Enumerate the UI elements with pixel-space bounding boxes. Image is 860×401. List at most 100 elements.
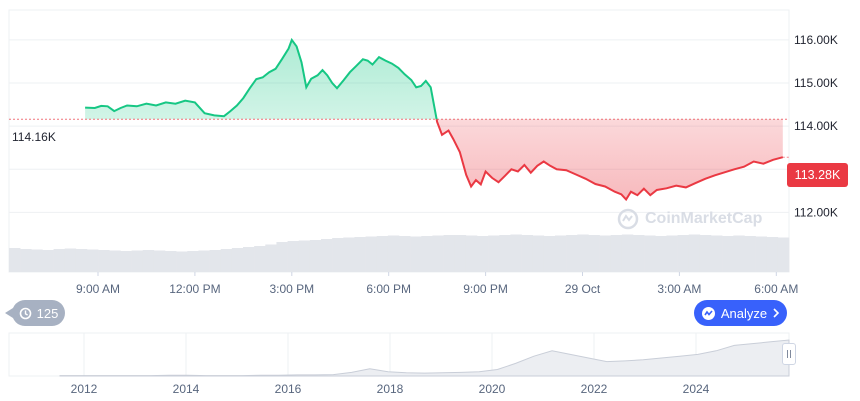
volume-bar — [744, 236, 756, 272]
volume-bar — [510, 234, 522, 272]
volume-bar — [477, 236, 489, 272]
x-tick-label: 3:00 PM — [269, 282, 314, 296]
y-tick-label: 112.00K — [794, 205, 838, 219]
x-tick-label: 6:00 AM — [754, 282, 798, 296]
volume-bar — [153, 250, 166, 272]
volume-bar — [42, 250, 54, 272]
volume-bar — [543, 236, 556, 272]
volume-bar — [755, 236, 768, 272]
volume-bar — [265, 244, 277, 272]
volume-bar — [577, 234, 589, 272]
volume-bar — [64, 248, 77, 272]
volume-bar — [688, 234, 701, 272]
navigator-year-label: 2022 — [581, 382, 608, 396]
volume-bar — [465, 235, 478, 272]
coinmarketcap-logo-icon — [617, 208, 639, 230]
x-tick-label: 3:00 AM — [657, 282, 701, 296]
y-tick-label: 115.00K — [794, 76, 838, 90]
volume-bars — [9, 234, 790, 272]
volume-bar — [733, 235, 745, 272]
volume-bar — [276, 242, 288, 272]
volume-bar — [532, 235, 545, 272]
navigator-year-label: 2014 — [173, 382, 200, 396]
x-tick-label: 9:00 AM — [76, 282, 120, 296]
volume-bar — [220, 249, 233, 272]
x-tick-label: 9:00 PM — [463, 282, 508, 296]
volume-bar — [766, 237, 779, 272]
volume-bar — [521, 235, 534, 272]
analyze-icon — [701, 306, 716, 321]
volume-bar — [131, 250, 144, 272]
volume-bar — [365, 236, 378, 272]
volume-bar — [176, 251, 188, 272]
volume-bar — [711, 235, 723, 272]
volume-bar — [354, 237, 366, 272]
volume-bar — [644, 235, 656, 272]
volume-bar — [599, 235, 612, 272]
volume-bar — [165, 251, 177, 272]
y-tick-label: 114.00K — [794, 119, 838, 133]
analyze-label: Analyze — [720, 305, 768, 321]
volume-bar — [722, 236, 734, 272]
volume-bar — [309, 240, 322, 272]
volume-bar — [555, 235, 567, 272]
volume-bar — [588, 235, 600, 272]
volume-bar — [633, 235, 645, 272]
volume-bar — [98, 250, 110, 272]
volume-bar — [343, 237, 355, 272]
navigator-year-label: 2012 — [71, 382, 98, 396]
history-button[interactable]: 125 — [5, 300, 65, 326]
history-count: 125 — [36, 305, 59, 321]
volume-bar — [254, 246, 266, 272]
volume-bar — [376, 236, 389, 272]
watermark-text: CoinMarketCap — [645, 210, 763, 227]
watermark: CoinMarketCap — [617, 208, 762, 230]
volume-bar — [120, 251, 132, 272]
volume-bar — [610, 235, 623, 272]
volume-bar — [443, 235, 456, 272]
area-below-reference — [85, 119, 783, 200]
volume-bar — [209, 250, 222, 272]
volume-bar — [109, 250, 121, 272]
navigator[interactable]: 2012 2014 2016 2018 2020 2022 2024 — [8, 332, 790, 396]
y-tick-label: 116.00K — [794, 33, 838, 47]
navigator-year-label: 2016 — [275, 382, 302, 396]
volume-bar — [321, 239, 333, 272]
volume-bar — [410, 236, 422, 272]
volume-bar — [699, 235, 712, 272]
volume-bar — [488, 235, 500, 272]
volume-bar — [75, 249, 88, 272]
volume-bar — [187, 251, 199, 272]
navigator-year-label: 2024 — [683, 382, 710, 396]
x-tick-label: 6:00 PM — [366, 282, 411, 296]
navigator-year-label: 2020 — [479, 382, 506, 396]
price-line-above — [85, 37, 438, 120]
chevron-right-icon — [772, 308, 780, 318]
volume-bar — [243, 247, 255, 272]
navigator-series — [59, 339, 790, 377]
current-price-badge: 113.28K — [787, 163, 848, 187]
navigator-scroll-handle[interactable] — [782, 343, 796, 365]
volume-bar — [53, 249, 66, 272]
volume-bar — [9, 248, 21, 272]
volume-bar — [777, 237, 790, 272]
reference-price-label: 114.16K — [10, 130, 58, 144]
x-tick-label: 29 Oct — [565, 282, 601, 296]
volume-bar — [332, 238, 344, 272]
area-above-reference — [85, 39, 437, 120]
volume-bar — [287, 241, 300, 272]
price-line-below — [435, 119, 784, 202]
volume-bar — [387, 235, 400, 272]
volume-bar — [621, 234, 634, 272]
volume-bar — [231, 248, 244, 272]
volume-bar — [142, 250, 155, 272]
volume-bar — [432, 235, 444, 272]
volume-bar — [421, 236, 433, 272]
x-tick-label: 12:00 PM — [169, 282, 220, 296]
volume-bar — [298, 240, 311, 272]
volume-bar — [198, 250, 210, 272]
volume-bar — [566, 235, 578, 272]
analyze-button[interactable]: Analyze — [694, 300, 787, 326]
history-icon — [19, 307, 32, 320]
